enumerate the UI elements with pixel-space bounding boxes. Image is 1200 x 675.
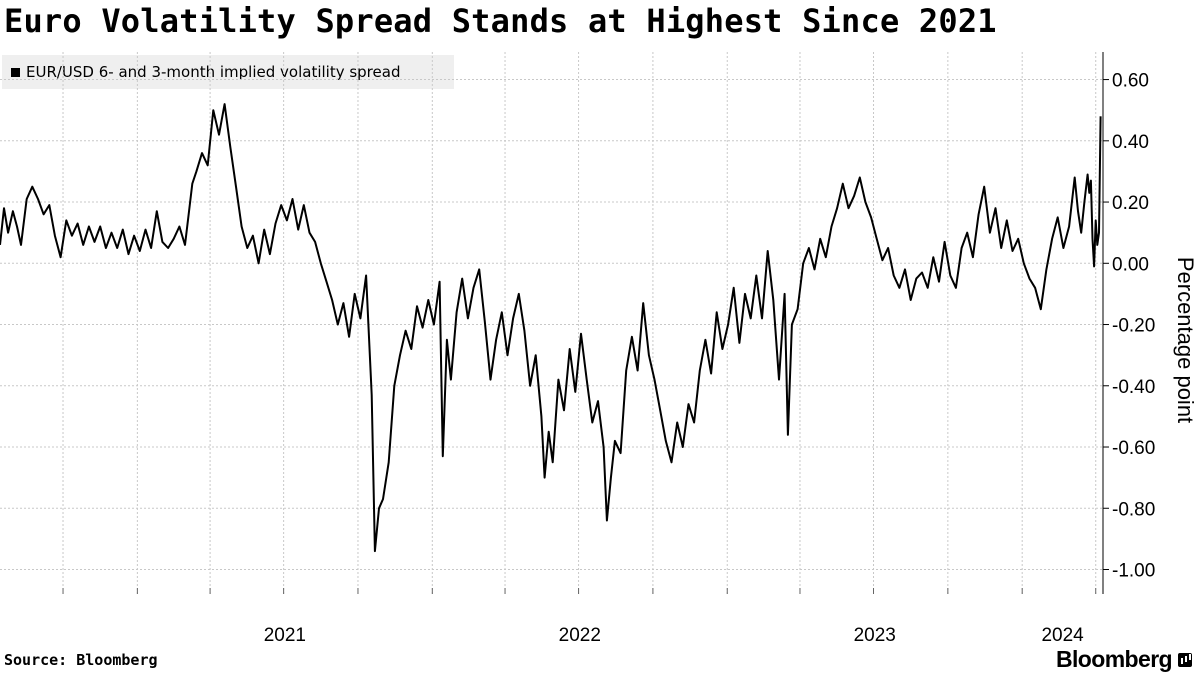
brand-name: Bloomberg — [1056, 646, 1173, 672]
y-tick-label: -0.40 — [1112, 377, 1155, 398]
y-tick-label: -0.20 — [1112, 316, 1155, 337]
source-note: Source: Bloomberg — [4, 651, 158, 669]
y-tick-label: -0.60 — [1112, 438, 1155, 459]
y-tick-label: -1.00 — [1112, 561, 1155, 582]
y-axis-ticks: -1.00 -0.80 -0.60 -0.40 -0.20 0.00 0.20 0.40 0.6… — [1103, 71, 1155, 582]
x-tick-label: 2022 — [559, 625, 601, 646]
brand-logo: Bloomberg — [1056, 646, 1192, 673]
bar-chart-icon — [1178, 652, 1192, 667]
y-axis-title: Percentage point — [1173, 257, 1198, 423]
y-tick-label: 0.40 — [1112, 132, 1149, 153]
x-tick-label: 2023 — [854, 625, 896, 646]
series-line — [0, 103, 1102, 553]
grid-lines — [0, 52, 1103, 594]
x-axis-labels: 2021 2022 2023 2024 — [264, 625, 1084, 646]
chart-title: Euro Volatility Spread Stands at Highest… — [4, 2, 997, 40]
y-tick-label: 0.60 — [1112, 71, 1149, 92]
y-tick-label: -0.80 — [1112, 499, 1155, 520]
x-axis-ticks — [62, 588, 1097, 594]
legend: EUR/USD 6- and 3-month implied volatilit… — [2, 55, 454, 89]
legend-swatch — [11, 67, 20, 77]
legend-label: EUR/USD 6- and 3-month implied volatilit… — [26, 63, 401, 81]
series-group — [0, 103, 1102, 553]
y-tick-label: 0.20 — [1112, 193, 1149, 214]
x-tick-label: 2021 — [264, 625, 306, 646]
y-tick-label: 0.00 — [1112, 254, 1149, 275]
x-tick-label: 2024 — [1041, 625, 1084, 646]
